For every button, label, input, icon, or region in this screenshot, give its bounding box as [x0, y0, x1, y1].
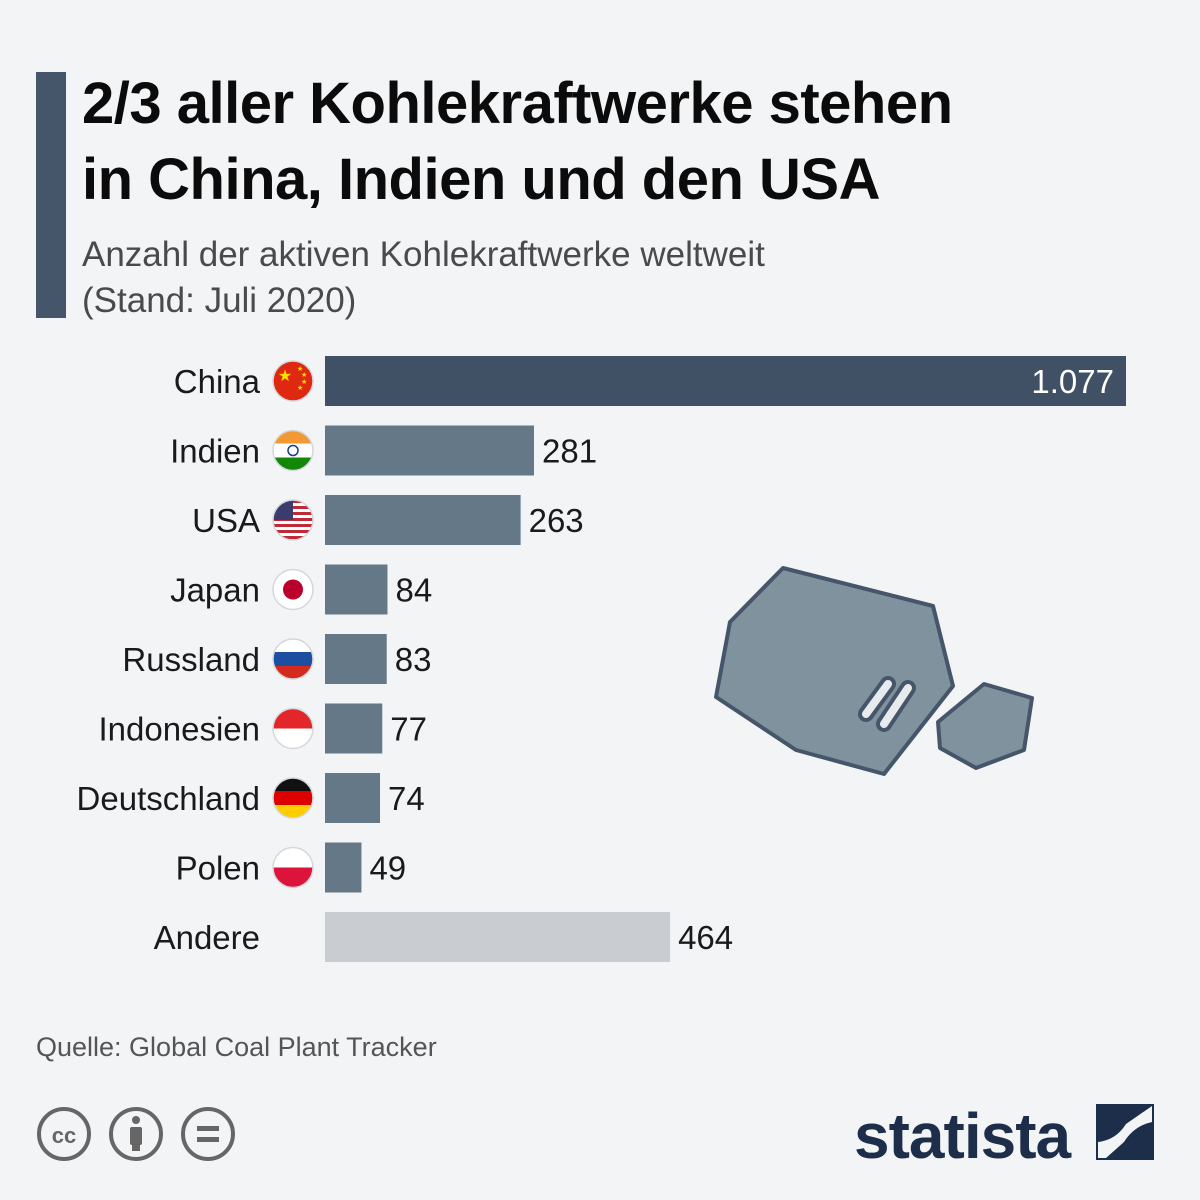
coal-heap-large-icon — [714, 566, 955, 776]
bar — [325, 495, 521, 545]
russia-flag-border — [272, 638, 314, 680]
bar-row: Japan 84 — [170, 564, 432, 615]
chart-title: 2/3 aller Kohlekraftwerke stehen in Chin… — [82, 66, 1182, 218]
bar-row: Deutschland 74 — [77, 773, 425, 823]
value-label: 74 — [388, 780, 425, 817]
indonesia-flag — [273, 708, 313, 749]
svg-text:★: ★ — [297, 384, 303, 392]
japan-flag-border — [272, 568, 314, 611]
value-label: 83 — [395, 641, 432, 678]
category-label: Polen — [176, 850, 260, 887]
cc-icon[interactable]: cc — [37, 1107, 91, 1161]
statista-logo-icon — [1096, 1104, 1154, 1160]
bar — [325, 773, 381, 823]
source-note: Quelle: Global Coal Plant Tracker — [36, 1032, 437, 1062]
statista-wordmark: statista — [854, 1100, 1072, 1172]
category-label: Indonesien — [99, 711, 260, 748]
china-flag-border — [272, 360, 314, 402]
category-label: USA — [192, 502, 260, 539]
svg-text:★: ★ — [301, 378, 307, 386]
svg-text:cc: cc — [52, 1123, 76, 1148]
statista-logo[interactable]: statista — [854, 1096, 1164, 1181]
category-label: Russland — [122, 641, 260, 678]
coal-heap-small-icon — [936, 682, 1034, 770]
license-icons: cc — [36, 1106, 246, 1171]
bar — [325, 564, 388, 615]
svg-text:★: ★ — [278, 366, 292, 385]
value-label: 84 — [395, 572, 432, 609]
attribution-icon[interactable] — [109, 1107, 163, 1161]
bar — [325, 912, 671, 962]
value-label: 464 — [678, 919, 733, 956]
value-label: 281 — [542, 433, 597, 470]
subtitle-line-2: (Stand: Juli 2020) — [82, 281, 357, 320]
usa-flag-border — [272, 499, 314, 541]
bar — [325, 356, 1126, 406]
subtitle-line-1: Anzahl der aktiven Kohlekraftwerke weltw… — [82, 235, 765, 274]
value-label: 263 — [529, 502, 584, 539]
poland-flag — [273, 847, 313, 888]
bar-row: Polen 49 — [176, 842, 406, 893]
japan-flag — [273, 569, 313, 610]
category-label: China — [174, 363, 261, 400]
bar — [325, 842, 362, 893]
bar-row: Indonesien 77 — [99, 703, 427, 754]
category-label: Indien — [170, 433, 260, 470]
indonesia-flag-border — [272, 707, 314, 750]
bar — [325, 425, 534, 476]
category-label: Andere — [154, 919, 260, 956]
bar-row: Andere 464 — [154, 912, 733, 962]
svg-text:★: ★ — [297, 365, 303, 373]
title-line-2: in China, Indien und den USA — [82, 147, 880, 212]
value-label: 49 — [369, 850, 406, 887]
svg-text:★: ★ — [301, 371, 307, 379]
title-accent-bar — [36, 72, 66, 318]
title-line-1: 2/3 aller Kohlekraftwerke stehen — [82, 71, 953, 136]
bar-row: Russland 83 — [122, 634, 431, 684]
category-label: Japan — [170, 572, 260, 609]
value-label: 77 — [390, 711, 427, 748]
no-derivatives-icon[interactable] — [181, 1107, 235, 1161]
coal-plant-illustration — [714, 566, 1034, 776]
bar — [325, 634, 387, 684]
value-label: 1.077 — [1031, 363, 1114, 400]
bar-row: China ★ ★★★★ 1.077 — [174, 356, 1126, 406]
chart-subtitle: Anzahl der aktiven Kohlekraftwerke weltw… — [82, 232, 1082, 324]
india-flag-border — [272, 429, 314, 472]
china-flag: ★ ★★★★ — [273, 361, 313, 401]
category-label: Deutschland — [77, 780, 260, 817]
bar-row: USA 263 — [192, 495, 584, 545]
bar — [325, 703, 383, 754]
poland-flag-border — [272, 846, 314, 889]
germany-flag-border — [272, 777, 314, 819]
bar-row: Indien 281 — [170, 425, 597, 476]
